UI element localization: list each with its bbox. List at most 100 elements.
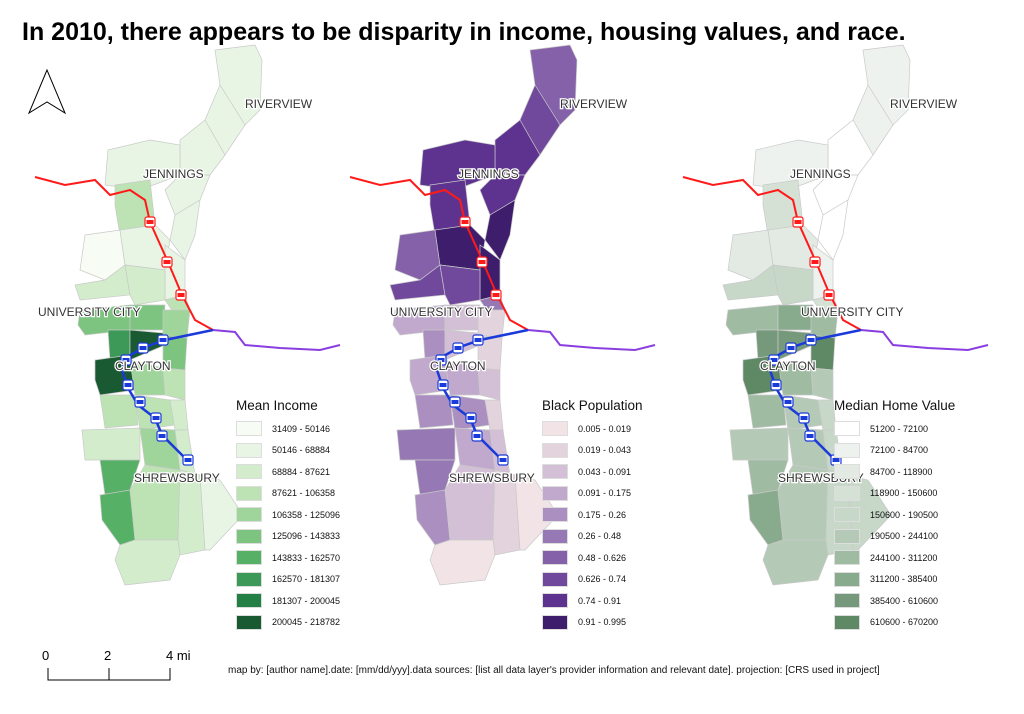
- legend-label: 150600 - 190500: [870, 509, 939, 520]
- legend-label: 84700 - 118900: [870, 466, 933, 477]
- census-tract: [747, 394, 787, 429]
- legend-item: 0.091 - 0.175: [542, 483, 643, 505]
- train-station-icon: [449, 396, 461, 408]
- legend-item: 118900 - 150600: [834, 483, 955, 505]
- legend-title: Median Home Value: [834, 398, 956, 413]
- red-transit-line: [34, 176, 214, 331]
- legend-item: 0.91 - 0.995: [542, 612, 643, 634]
- census-tract: [124, 264, 166, 306]
- label-riverview: RIVERVIEW: [560, 97, 628, 111]
- legend-swatch: [542, 507, 568, 523]
- train-station-icon: [459, 216, 471, 228]
- census-tract: [77, 304, 131, 336]
- legend-item: 150600 - 190500: [834, 504, 955, 526]
- legend-swatch: [236, 571, 262, 587]
- train-station-icon: [798, 412, 810, 424]
- legend-swatch: [542, 528, 568, 544]
- legend-label: 118900 - 150600: [870, 488, 938, 499]
- purple-transit-line: [212, 329, 341, 352]
- census-tract: [747, 489, 784, 546]
- label-jennings: JENNINGS: [458, 167, 519, 181]
- census-tract: [429, 539, 496, 586]
- legend-black-population: Black Population 0.005 - 0.019 0.019 - 0.…: [542, 398, 643, 633]
- train-station-icon: [144, 216, 156, 228]
- north-arrow-icon: [27, 68, 67, 115]
- legend-label: 181307 - 200045: [272, 595, 341, 606]
- legend-item: 0.019 - 0.043: [542, 440, 643, 462]
- blue-transit-line: [768, 328, 862, 461]
- legend-item: 50146 - 68884: [236, 440, 340, 462]
- train-station-icon: [476, 256, 488, 268]
- train-station-icon: [120, 354, 132, 366]
- label-university-city: UNIVERSITY CITY: [390, 305, 492, 319]
- train-station-icon: [150, 412, 162, 424]
- census-tract: [392, 304, 446, 336]
- census-tract: [817, 199, 849, 261]
- census-tract: [162, 309, 191, 339]
- legend-label: 50146 - 68884: [272, 445, 331, 456]
- census-tract: [729, 427, 789, 461]
- label-shrewsbury: SHREWSBURY: [134, 471, 220, 485]
- legend-mean-income: Mean Income 31409 - 50146 50146 - 68884 68…: [236, 398, 340, 633]
- legend-label: 0.175 - 0.26: [578, 509, 627, 520]
- legend-swatch: [236, 485, 262, 501]
- legend-swatch: [542, 421, 568, 437]
- census-tract: [414, 394, 454, 429]
- label-clayton: CLAYTON: [760, 359, 816, 373]
- purple-transit-line: [527, 329, 656, 352]
- red-transit-line: [682, 176, 862, 331]
- legend-label: 385400 - 610600: [870, 595, 939, 606]
- legend-label: 143833 - 162570: [272, 552, 341, 563]
- legend-label: 51200 - 72100: [870, 423, 929, 434]
- legend-swatch: [236, 614, 262, 630]
- legend-item: 181307 - 200045: [236, 590, 340, 612]
- train-station-icon: [471, 430, 483, 442]
- legend-swatch: [834, 421, 860, 437]
- red-transit-line: [349, 176, 529, 331]
- legend-item: 0.48 - 0.626: [542, 547, 643, 569]
- legend-item: 311200 - 385400: [834, 569, 955, 591]
- legend-label: 0.005 - 0.019: [578, 423, 632, 434]
- census-tract: [114, 539, 181, 586]
- legend-swatch: [834, 485, 860, 501]
- census-tract: [99, 489, 136, 546]
- legend-swatch: [834, 614, 860, 630]
- train-station-icon: [782, 396, 794, 408]
- census-tract: [81, 427, 141, 461]
- legend-swatch: [834, 528, 860, 544]
- label-jennings: JENNINGS: [790, 167, 851, 181]
- legend-swatch: [542, 485, 568, 501]
- legend-item: 84700 - 118900: [834, 461, 955, 483]
- legend-item: 0.175 - 0.26: [542, 504, 643, 526]
- legend-swatch: [542, 464, 568, 480]
- legend-swatch: [236, 550, 262, 566]
- legend-label: 0.626 - 0.74: [578, 574, 627, 585]
- legend-item: 244100 - 311200: [834, 547, 955, 569]
- train-station-icon: [437, 379, 449, 391]
- legend-swatch: [542, 614, 568, 630]
- legend-item: 0.74 - 0.91: [542, 590, 643, 612]
- legend-item: 125096 - 143833: [236, 526, 340, 548]
- legend-item: 106358 - 125096: [236, 504, 340, 526]
- census-tract: [772, 264, 814, 306]
- train-station-icon: [435, 354, 447, 366]
- legend-swatch: [834, 593, 860, 609]
- legend-swatch: [236, 442, 262, 458]
- scale-bar: 0 2 4 mi: [40, 648, 200, 688]
- map-credits: map by: [author name].date: [mm/dd/yyy].…: [228, 665, 880, 676]
- legend-item: 68884 - 87621: [236, 461, 340, 483]
- census-tract: [514, 474, 559, 551]
- label-clayton: CLAYTON: [430, 359, 486, 373]
- census-tract: [169, 199, 201, 261]
- legend-swatch: [236, 421, 262, 437]
- legend-item: 0.26 - 0.48: [542, 526, 643, 548]
- scale-tick-2: 2: [104, 648, 112, 663]
- legend-label: 200045 - 218782: [272, 617, 341, 628]
- train-station-icon: [805, 334, 817, 346]
- legend-item: 385400 - 610600: [834, 590, 955, 612]
- legend-swatch: [834, 571, 860, 587]
- census-tract: [199, 474, 244, 551]
- census-tract: [439, 264, 481, 306]
